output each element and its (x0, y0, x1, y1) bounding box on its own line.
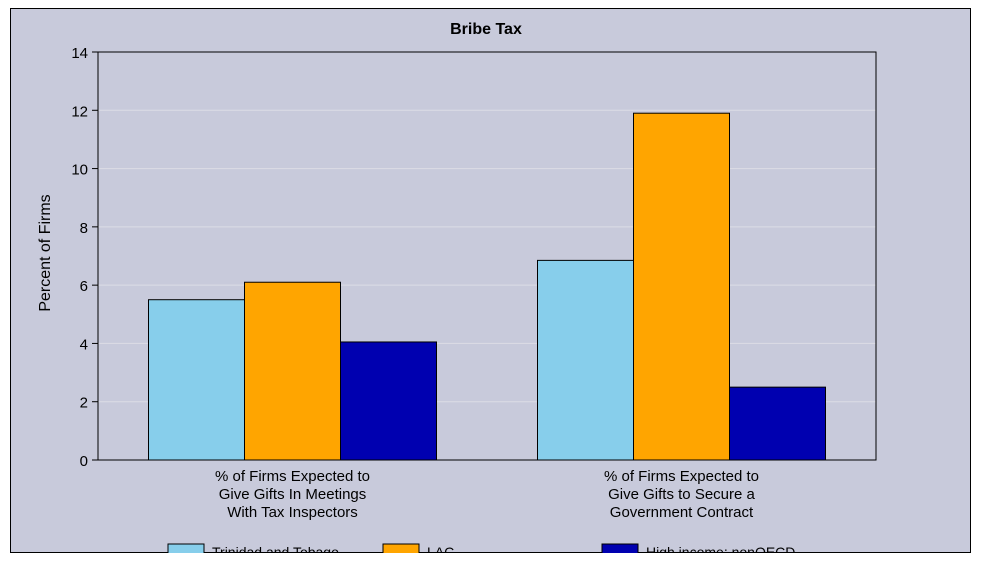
plot-area-border (97, 51, 877, 461)
x-category-label: Give Gifts to Secure a (608, 486, 755, 503)
legend-swatch (382, 543, 420, 557)
x-category-label: Give Gifts In Meetings (219, 486, 367, 503)
bar (148, 299, 245, 461)
y-axis-ticks: 0 2 4 6 8 10 12 14 (71, 45, 98, 470)
y-tick-label: 0 (80, 453, 88, 470)
bars (148, 112, 826, 461)
y-tick-label: 4 (80, 336, 88, 353)
y-tick-label: 2 (80, 395, 88, 412)
y-tick-label: 10 (71, 162, 88, 179)
y-tick-label: 6 (80, 278, 88, 295)
chart-background (9, 7, 972, 554)
legend-label: High income: nonOECD (646, 544, 795, 553)
chart-title: Bribe Tax (450, 21, 522, 38)
legend-label: Trinidad and Tobago (212, 544, 339, 553)
y-tick-label: 12 (71, 103, 88, 120)
bar (633, 112, 730, 461)
y-axis-label: Percent of Firms (37, 194, 54, 311)
bar (729, 386, 826, 461)
bar (244, 281, 341, 461)
x-category-label: Government Contract (610, 504, 754, 521)
x-category-label: % of Firms Expected to (604, 468, 759, 485)
legend-label: LAC (427, 544, 454, 553)
x-category-label: % of Firms Expected to (215, 468, 370, 485)
legend-swatch (601, 543, 639, 557)
y-tick-label: 14 (71, 45, 88, 62)
x-category-label: With Tax Inspectors (227, 504, 358, 521)
bar (340, 341, 437, 461)
bar-chart: Bribe Tax Percent of Firms 0 2 4 6 8 10 12 14 %… (9, 7, 972, 560)
legend-swatch (167, 543, 205, 557)
bar (537, 259, 634, 461)
y-tick-label: 8 (80, 220, 88, 237)
chart-frame: Bribe Tax Percent of Firms 0 2 4 6 8 10 12 14 %… (9, 7, 972, 560)
